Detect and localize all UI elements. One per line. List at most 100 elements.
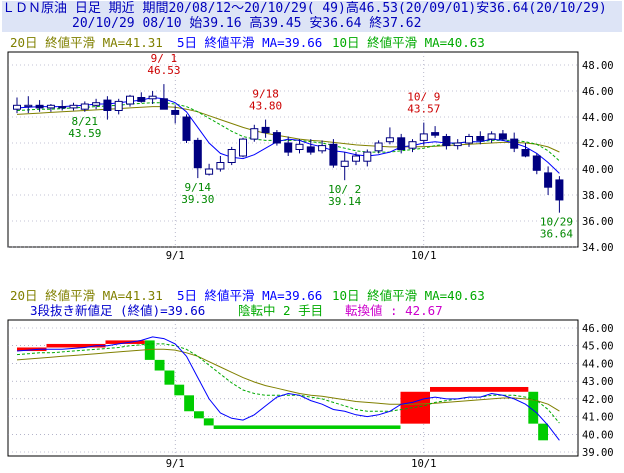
candle xyxy=(363,149,372,167)
candle xyxy=(442,133,451,150)
candle xyxy=(329,139,338,168)
break-box xyxy=(46,343,106,348)
candle-body xyxy=(555,179,564,201)
annotation-value: 46.53 xyxy=(147,64,180,77)
candle-body xyxy=(46,104,55,109)
candle-body xyxy=(148,95,157,100)
price-y-tick: 42.00 xyxy=(582,138,614,150)
price-y-tick: 36.00 xyxy=(582,216,614,228)
candle-body xyxy=(250,128,259,140)
candle-body xyxy=(205,168,214,175)
price-panel-frame xyxy=(7,51,579,248)
candle xyxy=(80,101,89,112)
candle xyxy=(261,119,270,138)
candle-body xyxy=(340,160,349,167)
candle xyxy=(46,104,55,112)
candle xyxy=(13,97,21,114)
candle xyxy=(205,163,214,176)
legend2-ma20: 20日 終値平滑 MA=41.31 xyxy=(10,288,163,303)
price-y-tick: 46.00 xyxy=(582,86,614,98)
break-ma5-line xyxy=(16,336,560,441)
break-y-tick: 45.00 xyxy=(582,341,614,353)
candle-body xyxy=(431,132,440,136)
candle-body xyxy=(374,142,383,152)
candle xyxy=(419,122,428,146)
candle xyxy=(58,100,67,111)
candle-body xyxy=(476,136,485,141)
candle xyxy=(250,124,259,142)
break-y-tick: 39.00 xyxy=(582,447,614,459)
break-y-tick: 43.00 xyxy=(582,376,614,388)
annotation-date: 9/ 1 xyxy=(151,52,178,65)
candle-body xyxy=(24,104,33,108)
candle xyxy=(453,139,462,150)
break-box xyxy=(105,340,145,344)
candle xyxy=(148,91,157,104)
annotation-date: 10/ 2 xyxy=(328,183,361,196)
candle-body xyxy=(58,106,67,109)
reversal-value-label: 転換値 : 42.67 xyxy=(345,303,443,318)
candle-body xyxy=(352,155,360,162)
annotation-value: 39.14 xyxy=(328,195,361,208)
candle-body xyxy=(363,151,372,162)
candle-body xyxy=(284,142,293,153)
candle xyxy=(487,131,496,143)
legend-ma20: 20日 終値平滑 MA=41.31 xyxy=(10,35,163,50)
candle-body xyxy=(35,104,44,109)
break-x-axis: 9/1 10/1 xyxy=(166,458,437,470)
candle-body xyxy=(544,172,553,188)
price-candles xyxy=(13,84,564,213)
candle xyxy=(284,136,293,156)
annotation-date: 8/21 xyxy=(72,115,99,128)
break-box xyxy=(213,425,401,429)
candle xyxy=(272,130,281,146)
candle-body xyxy=(272,132,281,144)
candle-body xyxy=(92,102,101,106)
annotation-date: 9/14 xyxy=(185,181,212,194)
candle-body xyxy=(69,104,78,109)
break-box xyxy=(174,384,185,396)
candle xyxy=(159,84,168,110)
candle-body xyxy=(306,146,315,153)
candle xyxy=(137,92,146,103)
break-close-label: 3段抜き新値足 (終値)=39.66 xyxy=(30,303,205,318)
candle xyxy=(352,152,360,166)
candle-body xyxy=(487,133,496,140)
candle xyxy=(465,133,473,147)
annotation-value: 43.57 xyxy=(407,103,440,116)
candle-body xyxy=(397,137,406,151)
price-x-tick: 10/1 xyxy=(411,250,436,262)
break-y-axis: 46.00 45.00 44.00 43.00 42.00 41.00 40.00 39.00 xyxy=(582,323,614,459)
candle xyxy=(532,153,541,175)
candle xyxy=(24,96,33,114)
break-box xyxy=(538,423,548,441)
break-y-tick: 41.00 xyxy=(582,412,614,424)
candle-body xyxy=(239,138,247,157)
annotation-date: 10/29 xyxy=(540,216,573,229)
break-state-label: 陰転中 2 手目 xyxy=(238,303,323,318)
candle-body xyxy=(114,100,123,112)
candle-body xyxy=(498,133,507,140)
break-moving-averages xyxy=(16,336,560,441)
candle xyxy=(69,102,78,111)
candle-body xyxy=(295,143,304,151)
candle-body xyxy=(408,141,417,149)
candle xyxy=(103,96,112,120)
candle xyxy=(521,143,530,158)
candle-body xyxy=(126,95,134,105)
candle xyxy=(498,130,507,141)
price-x-axis: 9/1 10/1 xyxy=(166,250,437,262)
header-latest-quote: 20/10/29 08/10 始39.16 高39.45 安36.64 終37.… xyxy=(2,16,622,32)
candle xyxy=(340,152,349,181)
candle xyxy=(92,98,101,110)
price-x-tick: 9/1 xyxy=(166,250,185,262)
break-boxes xyxy=(17,340,548,441)
candle-body xyxy=(521,149,530,157)
candle-body xyxy=(510,138,519,149)
annotation-date: 10/ 9 xyxy=(407,91,440,104)
header-title: ＬＤＮ原油 日足 期近 期間20/08/12～20/10/29( 49)高46.… xyxy=(2,1,622,17)
break-ma20-line xyxy=(16,348,560,412)
candle-body xyxy=(453,142,462,147)
